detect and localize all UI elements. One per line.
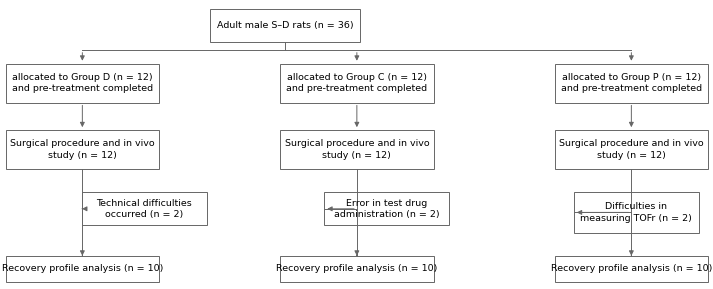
FancyBboxPatch shape xyxy=(280,256,434,282)
FancyBboxPatch shape xyxy=(82,192,207,225)
Text: Error in test drug
administration (n = 2): Error in test drug administration (n = 2… xyxy=(334,199,440,219)
Text: Recovery profile analysis (n = 10): Recovery profile analysis (n = 10) xyxy=(276,264,438,273)
FancyBboxPatch shape xyxy=(555,64,708,103)
Text: Technical difficulties
occurred (n = 2): Technical difficulties occurred (n = 2) xyxy=(96,199,193,219)
FancyBboxPatch shape xyxy=(555,256,708,282)
Text: allocated to Group D (n = 12)
and pre-treatment completed: allocated to Group D (n = 12) and pre-tr… xyxy=(12,73,153,93)
FancyBboxPatch shape xyxy=(280,64,434,103)
Text: Surgical procedure and in vivo
study (n = 12): Surgical procedure and in vivo study (n … xyxy=(10,139,155,160)
FancyBboxPatch shape xyxy=(324,192,449,225)
Text: Adult male S–D rats (n = 36): Adult male S–D rats (n = 36) xyxy=(217,21,354,30)
FancyBboxPatch shape xyxy=(6,130,159,169)
Text: allocated to Group P (n = 12)
and pre-treatment completed: allocated to Group P (n = 12) and pre-tr… xyxy=(561,73,702,93)
FancyBboxPatch shape xyxy=(574,192,699,233)
Text: Recovery profile analysis (n = 10): Recovery profile analysis (n = 10) xyxy=(550,264,712,273)
FancyBboxPatch shape xyxy=(210,9,360,42)
FancyBboxPatch shape xyxy=(555,130,708,169)
Text: Surgical procedure and in vivo
study (n = 12): Surgical procedure and in vivo study (n … xyxy=(284,139,429,160)
Text: allocated to Group C (n = 12)
and pre-treatment completed: allocated to Group C (n = 12) and pre-tr… xyxy=(287,73,427,93)
Text: Surgical procedure and in vivo
study (n = 12): Surgical procedure and in vivo study (n … xyxy=(559,139,704,160)
FancyBboxPatch shape xyxy=(280,130,434,169)
FancyBboxPatch shape xyxy=(6,64,159,103)
FancyBboxPatch shape xyxy=(6,256,159,282)
Text: Recovery profile analysis (n = 10): Recovery profile analysis (n = 10) xyxy=(1,264,163,273)
Text: Difficulties in
measuring TOFr (n = 2): Difficulties in measuring TOFr (n = 2) xyxy=(580,202,692,223)
